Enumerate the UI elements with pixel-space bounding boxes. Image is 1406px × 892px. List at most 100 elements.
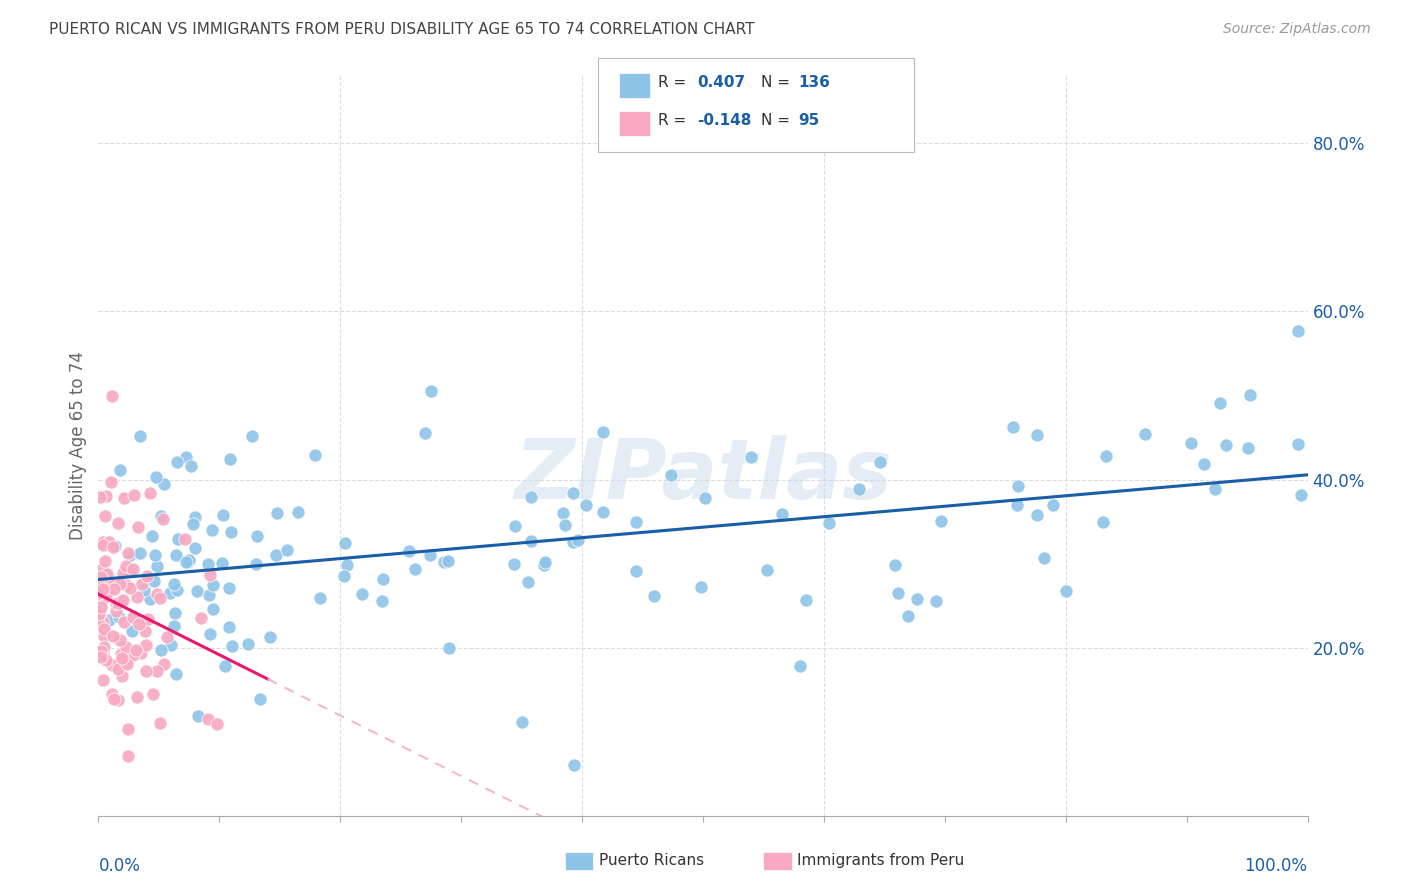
Point (97, 535, 120, 549)
Point (110, 648, 132, 662)
Point (159, 638, 181, 652)
Point (90, 580, 112, 594)
Point (91, 538, 114, 552)
Point (1133, 426, 1156, 441)
Point (149, 715, 172, 730)
Point (166, 583, 188, 598)
Point (249, 692, 271, 706)
Point (90, 600, 112, 615)
Point (173, 533, 195, 547)
Point (242, 429, 264, 443)
Point (127, 520, 149, 534)
Point (153, 657, 176, 672)
Point (121, 562, 143, 576)
Point (108, 609, 131, 624)
Point (534, 556, 557, 570)
Point (197, 558, 219, 572)
Text: N =: N = (761, 113, 794, 128)
Point (304, 448, 326, 462)
Text: -0.148: -0.148 (697, 113, 752, 128)
Point (276, 542, 298, 557)
Point (142, 687, 165, 701)
Point (1033, 551, 1056, 566)
Point (107, 516, 129, 531)
Point (419, 548, 441, 562)
Point (112, 491, 135, 505)
Point (659, 467, 682, 482)
Point (110, 577, 132, 591)
Point (166, 455, 188, 469)
Point (266, 548, 288, 562)
Point (332, 569, 354, 583)
Point (1194, 457, 1216, 471)
Point (101, 686, 124, 700)
Point (141, 528, 163, 542)
Point (165, 548, 187, 562)
Text: R =: R = (658, 113, 692, 128)
Point (149, 642, 172, 657)
Point (89, 649, 111, 664)
Point (266, 506, 288, 520)
Point (200, 568, 222, 582)
Point (135, 639, 157, 653)
Point (1091, 515, 1114, 529)
Point (117, 748, 139, 763)
Point (101, 629, 124, 643)
Point (198, 588, 221, 602)
Point (1002, 420, 1025, 434)
Point (520, 490, 543, 504)
Point (592, 425, 614, 439)
Point (125, 642, 148, 657)
Point (128, 546, 150, 560)
Point (94, 554, 117, 568)
Point (136, 569, 159, 583)
Point (115, 640, 138, 654)
Point (131, 577, 153, 591)
Point (869, 455, 891, 469)
Point (117, 546, 139, 560)
Point (127, 591, 149, 605)
Point (592, 505, 614, 519)
Point (101, 576, 124, 591)
Point (110, 462, 132, 476)
Point (690, 580, 713, 594)
Point (145, 469, 167, 483)
Point (562, 758, 585, 772)
Point (139, 485, 162, 500)
Point (97, 584, 120, 599)
Text: Puerto Ricans: Puerto Ricans (599, 854, 704, 868)
Text: 100.0%: 100.0% (1244, 857, 1308, 875)
Point (112, 615, 135, 630)
Point (740, 450, 762, 465)
Point (122, 609, 145, 624)
Point (420, 384, 443, 398)
Point (122, 648, 145, 663)
Point (152, 511, 174, 525)
Point (108, 633, 131, 648)
Point (187, 708, 209, 723)
Point (90, 570, 112, 584)
Point (94, 653, 117, 667)
Point (138, 612, 160, 626)
Point (93, 587, 115, 601)
Point (1026, 428, 1049, 442)
Point (139, 592, 162, 607)
Point (111, 650, 134, 665)
Point (100, 475, 122, 489)
Point (1007, 479, 1029, 493)
Point (309, 591, 332, 606)
Point (93, 622, 115, 636)
Point (516, 575, 538, 590)
Point (103, 582, 125, 597)
Point (165, 667, 187, 681)
Point (149, 591, 172, 606)
Point (1289, 487, 1312, 501)
Point (219, 524, 242, 539)
Point (107, 596, 129, 610)
Point (186, 583, 208, 598)
Point (184, 541, 207, 555)
Point (96, 567, 118, 582)
Point (90, 644, 112, 658)
Point (111, 669, 134, 683)
Point (218, 581, 240, 595)
